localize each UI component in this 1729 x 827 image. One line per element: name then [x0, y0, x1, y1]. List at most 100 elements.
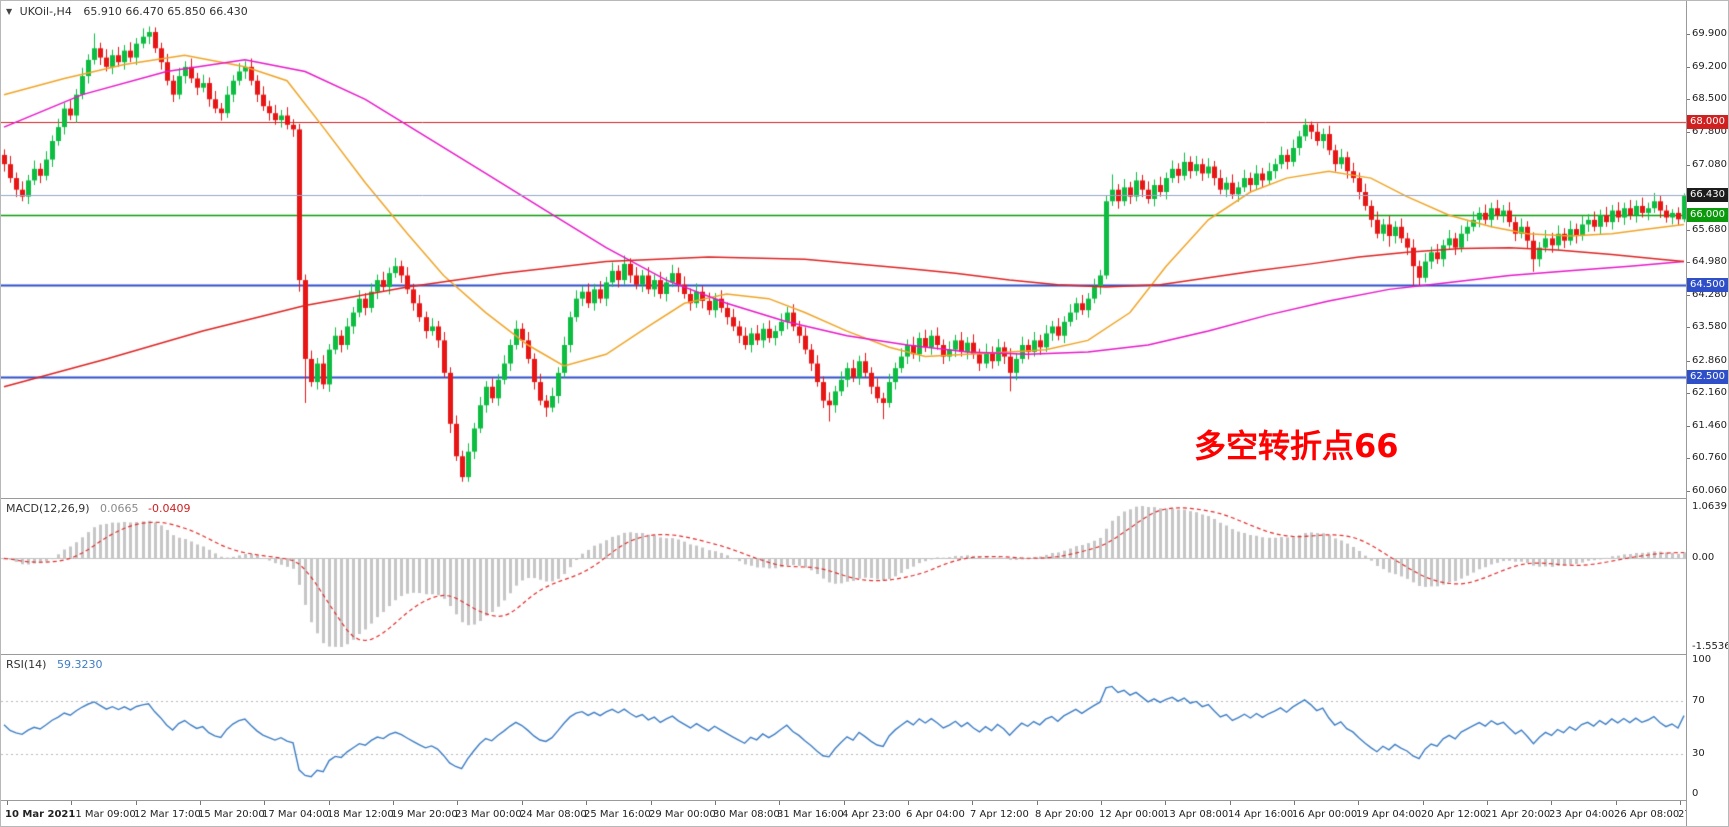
- time-axis-label: 6 Apr 04:00: [906, 809, 965, 820]
- time-axis-tick: [1616, 801, 1617, 805]
- time-axis-label: 23 Mar 00:00: [455, 809, 522, 820]
- rsi-panel-canvas[interactable]: [1, 655, 1687, 800]
- time-axis-label: 24 Mar 08:00: [520, 809, 587, 820]
- time-axis-label: 12 Mar 17:00: [134, 809, 201, 820]
- price-axis-tick: [1687, 67, 1690, 68]
- chart-header: ▼ UKOil-,H4 65.910 66.470 65.850 66.430: [6, 5, 248, 18]
- time-axis-tick: [200, 801, 201, 805]
- macd-name: MACD(12,26,9): [6, 502, 90, 515]
- price-badge: 66.000: [1687, 208, 1728, 223]
- time-axis-tick: [1165, 801, 1166, 805]
- macd-main-value: 0.0665: [100, 502, 139, 515]
- panel-separator-rsi[interactable]: [1, 654, 1728, 655]
- price-chart-canvas[interactable]: [1, 1, 1687, 498]
- macd-indicator-label: MACD(12,26,9) 0.0665 -0.0409: [6, 502, 191, 515]
- time-axis-label: 11 Mar 09:00: [69, 809, 136, 820]
- time-axis-tick: [7, 801, 8, 805]
- time-axis-label: 13 Apr 08:00: [1163, 809, 1229, 820]
- price-axis-tick: [1687, 393, 1690, 394]
- price-axis-tick: [1687, 34, 1690, 35]
- time-axis-label: 26 Apr 08:00: [1614, 809, 1680, 820]
- time-axis-tick: [715, 801, 716, 805]
- macd-axis-zero-label: 0.00: [1692, 552, 1715, 564]
- time-axis-label: 20 Apr 12:00: [1421, 809, 1487, 820]
- price-badge: 66.430: [1687, 188, 1728, 203]
- time-axis-tick: [329, 801, 330, 805]
- rsi-axis-100-label: 100: [1692, 654, 1712, 665]
- time-axis-label: 25 Mar 16:00: [584, 809, 651, 820]
- time-axis-label: 19 Apr 04:00: [1356, 809, 1422, 820]
- time-axis-tick: [136, 801, 137, 805]
- price-axis-label: 64.280: [1692, 288, 1727, 300]
- time-axis-label: 8 Apr 20:00: [1035, 809, 1094, 820]
- price-axis-tick: [1687, 458, 1690, 459]
- ohlc-values: 65.910 66.470 65.850 66.430: [83, 5, 248, 18]
- price-axis-label: 62.160: [1692, 387, 1727, 399]
- time-axis-tick: [651, 801, 652, 805]
- price-axis-separator: [1686, 1, 1687, 826]
- time-axis-tick: [586, 801, 587, 805]
- rsi-axis-30-label: 30: [1692, 748, 1705, 760]
- time-axis-label: 21 Apr 20:00: [1485, 809, 1551, 820]
- time-axis-tick: [393, 801, 394, 805]
- rsi-name: RSI(14): [6, 658, 47, 671]
- time-axis-tick: [1680, 801, 1681, 805]
- macd-signal-value: -0.0409: [148, 502, 191, 515]
- price-axis-label: 64.980: [1692, 256, 1727, 268]
- price-axis-label: 69.200: [1692, 60, 1727, 72]
- time-axis-tick: [1423, 801, 1424, 805]
- time-axis-tick: [264, 801, 265, 805]
- rsi-indicator-label: RSI(14) 59.3230: [6, 658, 102, 671]
- macd-axis-max-label: 1.0639: [1692, 501, 1727, 512]
- rsi-axis-70-label: 70: [1692, 694, 1705, 706]
- time-axis-label: 29 Mar 00:00: [649, 809, 716, 820]
- price-badge: 64.500: [1687, 277, 1728, 292]
- price-axis-tick: [1687, 165, 1690, 166]
- time-axis-label: 30 Mar 08:00: [713, 809, 780, 820]
- rsi-value: 59.3230: [56, 658, 103, 671]
- time-axis-label: 7 Apr 12:00: [970, 809, 1029, 820]
- time-axis-label: 14 Apr 16:00: [1228, 809, 1294, 820]
- panel-separator-macd[interactable]: [1, 498, 1728, 499]
- price-axis-tick: [1687, 295, 1690, 296]
- time-axis-label: 17 Mar 04:00: [262, 809, 329, 820]
- price-axis-label: 65.680: [1692, 224, 1727, 236]
- time-axis-label: 18 Mar 12:00: [327, 809, 394, 820]
- time-axis-tick: [1037, 801, 1038, 805]
- price-axis-tick: [1687, 491, 1690, 492]
- price-axis-label: 69.900: [1692, 28, 1727, 40]
- macd-panel-canvas[interactable]: [1, 499, 1687, 654]
- price-axis-label: 62.860: [1692, 354, 1727, 366]
- time-axis-tick: [844, 801, 845, 805]
- time-axis-tick: [779, 801, 780, 805]
- time-axis-label: 12 Apr 00:00: [1099, 809, 1165, 820]
- price-badge: 62.500: [1687, 370, 1728, 385]
- price-axis-tick: [1687, 262, 1690, 263]
- time-axis-tick: [71, 801, 72, 805]
- price-axis-tick: [1687, 230, 1690, 231]
- price-axis-tick: [1687, 99, 1690, 100]
- price-axis-label: 68.500: [1692, 93, 1727, 105]
- chart-annotation-text[interactable]: 多空转折点66: [1194, 427, 1399, 465]
- macd-axis-min-label: -1.5536: [1692, 641, 1729, 652]
- time-axis-label: 15 Mar 20:00: [198, 809, 265, 820]
- price-axis-label: 67.080: [1692, 159, 1727, 171]
- time-axis-label: 31 Mar 16:00: [777, 809, 844, 820]
- time-axis-label: 23 Apr 04:00: [1549, 809, 1615, 820]
- symbol-period-label: UKOil-,H4: [19, 5, 72, 18]
- time-axis-label: 10 Mar 2021: [5, 809, 76, 820]
- symbol-marker-icon: ▼: [6, 7, 13, 16]
- time-axis-tick: [1358, 801, 1359, 805]
- time-axis-tick: [1230, 801, 1231, 805]
- time-axis-tick: [1294, 801, 1295, 805]
- price-axis-label: 60.060: [1692, 484, 1727, 496]
- time-axis-label: 16 Apr 00:00: [1292, 809, 1358, 820]
- price-axis-tick: [1687, 426, 1690, 427]
- time-axis-label: 19 Mar 20:00: [391, 809, 458, 820]
- time-axis[interactable]: 10 Mar 2021 11 Mar 09:00 12 Mar 17:00 15 Ma…: [1, 801, 1728, 826]
- time-axis-tick: [457, 801, 458, 805]
- price-axis[interactable]: 1.0639 0.00 -1.5536 100 70 30 0 69.900 69…: [1687, 1, 1729, 826]
- time-axis-tick: [1487, 801, 1488, 805]
- price-axis-tick: [1687, 327, 1690, 328]
